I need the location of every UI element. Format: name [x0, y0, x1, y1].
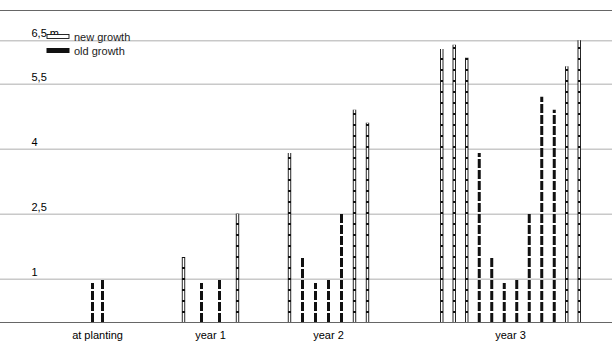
svg-text:1: 1: [32, 266, 38, 278]
svg-text:year 1: year 1: [195, 329, 226, 341]
svg-text:2,5: 2,5: [32, 201, 47, 213]
svg-text:4: 4: [32, 136, 38, 148]
svg-text:year 3: year 3: [495, 329, 526, 341]
svg-text:year 2: year 2: [313, 329, 344, 341]
svg-text:5,5: 5,5: [32, 71, 47, 83]
html-text:old growth: old growth: [74, 45, 125, 57]
svg-text:at planting: at planting: [72, 329, 123, 341]
svg-text:6,5 m: 6,5 m: [32, 27, 60, 39]
html-text:new growth: new growth: [74, 31, 131, 43]
